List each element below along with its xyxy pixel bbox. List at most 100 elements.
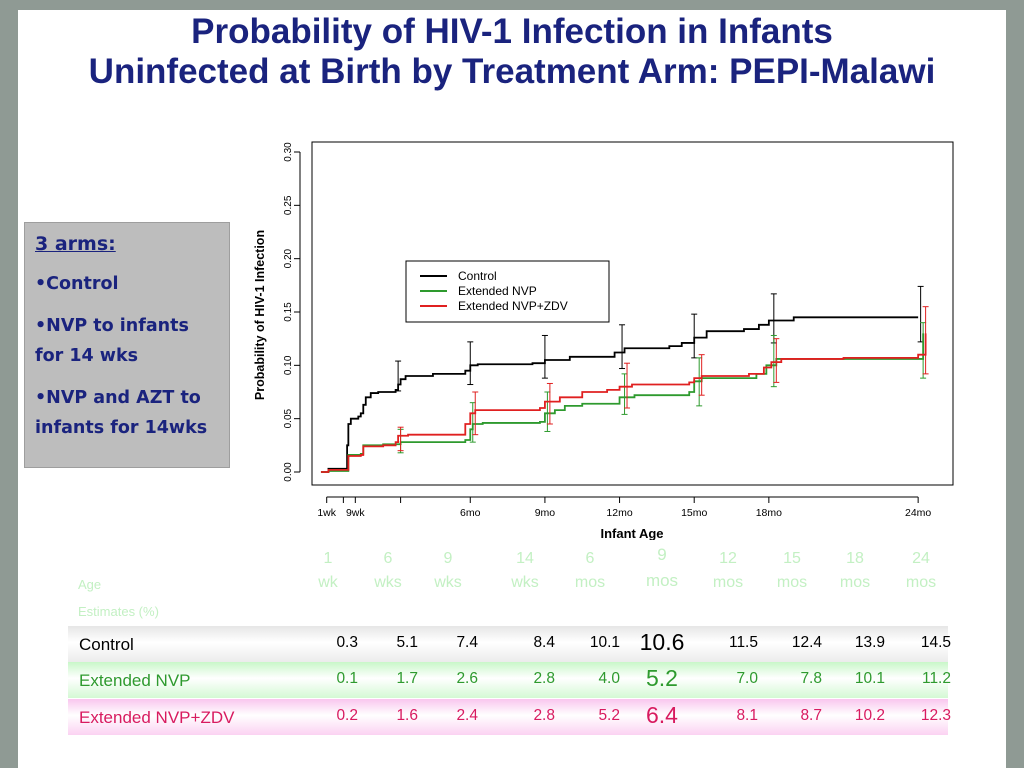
error-bar [624,362,631,409]
estimate-cell: 8.7 [800,707,822,724]
estimate-cell: 12.3 [920,707,951,724]
estimate-cell: 0.3 [336,634,358,651]
slide-title: Probability of HIV-1 Infection in Infant… [0,12,1024,92]
error-bar [397,426,404,452]
table-row-nvp-zdv: Extended NVP+ZDV 0.2 1.6 2.4 2.8 5.2 6.4 8.1 8.… [68,699,951,735]
row-label-control: Control [79,635,134,654]
estimate-cell: 2.4 [456,707,478,724]
age-header-number: 9 [443,550,453,567]
estimate-cell: 5.2 [598,707,620,724]
error-bar [472,391,479,436]
age-header-unit: wks [511,574,539,591]
error-bar [770,334,777,388]
estimate-cell: 7.4 [456,634,478,651]
estimate-cell: 1.6 [396,707,418,724]
x-tick-label: 15mo [681,507,707,519]
arms-callout-box: 3 arms: •Control •NVP to infants for 14 … [24,222,230,468]
x-tick-label: 12mo [606,507,632,519]
arms-heading: 3 arms: [35,233,116,255]
title-line-2: Uninfected at Birth by Treatment Arm: PE… [88,52,936,91]
estimate-cell: 12.4 [791,634,822,651]
error-bar [467,341,474,386]
x-tick-label: 1wk [317,507,336,519]
legend-label: Control [458,269,497,283]
estimate-cell: 6.4 [646,702,678,728]
table-row-nvp: Extended NVP 0.1 1.7 2.6 2.8 4.0 5.2 7.0 7.8 10.… [68,662,951,698]
arm-item-nvp-azt: •NVP and AZT to infants for 14wks [35,388,208,438]
row-label-nvp: Extended NVP [79,671,191,690]
age-header-number: 1 [323,550,333,567]
y-tick-label: 0.25 [283,195,294,215]
x-axis: 1wk 9wk 6mo 9mo 12mo 15mo 18mo 24mo [317,496,931,519]
age-header-number: 6 [383,550,393,567]
series-group-2 [320,306,929,473]
series-group-0 [320,285,924,473]
estimates-row-label: Estimates (%) [78,604,159,619]
age-header-unit: mos [645,571,679,590]
error-bar [541,334,548,379]
estimate-cell: 2.8 [533,670,555,687]
age-header-unit: wk [318,574,338,591]
estimate-cell: 0.2 [336,707,358,724]
estimate-cell: 5.2 [646,665,678,691]
y-axis: 0.00 0.05 0.10 0.15 0.20 0.25 0.30 [283,142,301,482]
legend-label: Extended NVP+ZDV [458,299,568,313]
arm-item-nvp: •NVP to infants for 14 wks [35,316,189,366]
estimate-cell: 1.7 [396,670,418,687]
estimate-cell: 5.1 [396,634,418,651]
error-bar [773,338,780,383]
x-tick-label: 6mo [460,507,481,519]
estimate-cell: 13.9 [854,634,885,651]
estimate-cell: 0.1 [336,670,358,687]
estimate-cell: 8.4 [533,634,555,651]
age-header-number: 15 [783,550,801,567]
age-row-label: Age [78,577,102,592]
estimates-table: 1 wk 6 wks 9 wks 14 wks 6 mos 9 mos 12 mos 15 mos 18 mos 2… [0,545,1024,768]
estimate-cell: 10.2 [854,707,885,724]
table-row-control: Control 0.3 5.1 7.4 8.4 10.1 10.6 11.5 12.4 13.9… [68,626,951,662]
y-tick-label: 0.05 [283,408,294,428]
estimate-cell: 10.1 [589,634,620,651]
error-bar [922,306,929,375]
estimate-cell: 7.8 [800,670,822,687]
y-tick-label: 0.10 [283,355,294,375]
y-tick-label: 0.30 [283,142,294,162]
series-layer [320,285,929,473]
error-bar [619,324,626,370]
x-tick-label: 24mo [905,507,931,519]
estimate-cell: 2.6 [456,670,478,687]
age-header-unit: mos [574,574,606,591]
estimate-cell: 11.2 [921,670,951,687]
y-tick-label: 0.00 [283,462,294,482]
estimate-cell: 10.6 [639,629,685,655]
age-header-number: 9 [657,545,667,564]
estimate-cell: 11.5 [728,634,758,651]
infection-probability-chart: 0.00 0.05 0.10 0.15 0.20 0.25 0.30 1wk 9wk 6mo 9m… [253,141,954,540]
x-tick-label: 18mo [756,507,782,519]
estimate-cell: 7.0 [736,670,758,687]
y-tick-label: 0.20 [283,248,294,268]
age-header-unit: mos [776,574,808,591]
age-header-number: 12 [719,550,737,567]
estimate-cell: 2.8 [533,707,555,724]
error-bar [395,360,402,392]
age-header-number: 14 [516,550,534,567]
y-tick-label: 0.15 [283,302,294,322]
age-header-unit: wks [434,574,462,591]
age-header-unit: mos [905,574,937,591]
x-axis-label: Infant Age [600,526,663,540]
age-header-unit: mos [712,574,744,591]
estimate-cell: 8.1 [736,707,758,724]
y-axis-label: Probability of HIV-1 Infection [253,230,267,400]
legend-label: Extended NVP [458,284,537,298]
error-bar [698,354,705,396]
arm-item-control: •Control [35,274,119,294]
error-bar [546,382,553,425]
series-line [320,333,925,473]
title-line-1: Probability of HIV-1 Infection in Infant… [191,12,833,51]
x-tick-label: 9wk [346,507,365,519]
row-label-nvp-zdv: Extended NVP+ZDV [79,708,235,727]
age-header-unit: mos [839,574,871,591]
x-tick-label: 9mo [535,507,556,519]
